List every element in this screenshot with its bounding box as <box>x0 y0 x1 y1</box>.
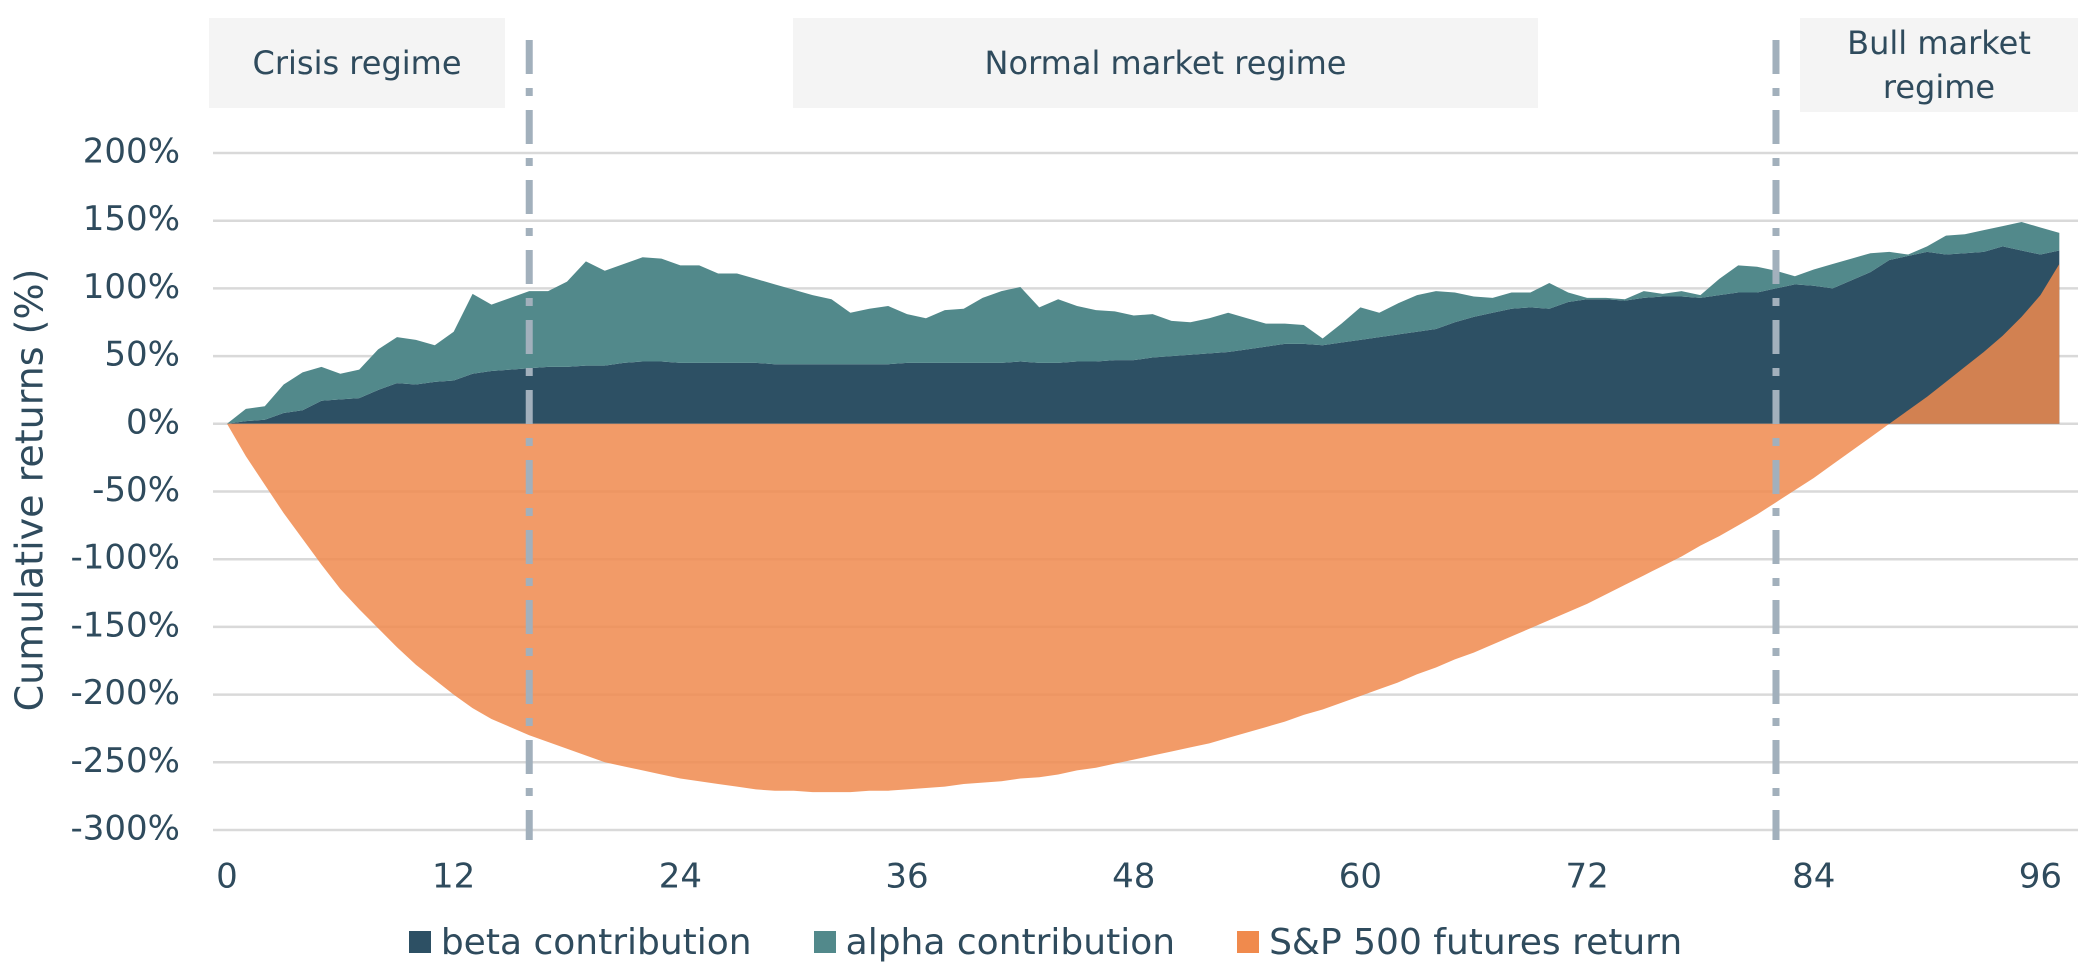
area <box>227 222 2060 424</box>
legend: beta contribution alpha contribution S&P 5… <box>0 918 2091 966</box>
x-tick-label: 60 <box>1339 857 1382 897</box>
legend-swatch <box>408 931 431 953</box>
y-tick-label: -300% <box>71 809 180 849</box>
area <box>227 246 2060 424</box>
x-tick-label: 24 <box>659 857 702 897</box>
legend-item: S&P 500 futures return <box>1237 922 1682 963</box>
legend-label: S&P 500 futures return <box>1269 921 1683 963</box>
y-tick-label: 0% <box>126 402 180 442</box>
x-tick-label: 96 <box>2019 857 2062 897</box>
regime-label: Bull market regime <box>1800 18 2078 112</box>
regime-label: Crisis regime <box>209 18 505 108</box>
y-tick-label: -150% <box>71 605 180 645</box>
y-tick-label: 150% <box>83 199 180 239</box>
legend-label: beta contribution <box>440 921 752 963</box>
y-tick-label: 100% <box>83 267 180 307</box>
x-tick-label: 36 <box>885 857 928 897</box>
y-tick-label: -200% <box>71 673 180 713</box>
y-tick-label: -100% <box>71 538 180 578</box>
y-tick-label: -250% <box>71 741 180 781</box>
x-tick-label: 48 <box>1112 857 1155 897</box>
legend-swatch <box>813 931 836 953</box>
legend-item: alpha contribution <box>813 921 1176 963</box>
y-tick-label: -50% <box>92 470 180 510</box>
legend-item: beta contribution <box>408 921 752 963</box>
x-tick-label: 84 <box>1792 857 1835 897</box>
y-tick-label: 50% <box>104 335 180 375</box>
regime-label: Normal market regime <box>793 18 1538 108</box>
x-tick-label: 12 <box>432 857 475 897</box>
x-tick-label: 0 <box>216 857 238 897</box>
legend-swatch <box>1237 931 1260 953</box>
y-axis-label: Cumulative returns (%) <box>8 269 52 712</box>
x-tick-label: 72 <box>1565 857 1608 897</box>
area <box>227 264 2060 793</box>
y-tick-label: 200% <box>83 132 180 172</box>
legend-label: alpha contribution <box>845 921 1176 963</box>
